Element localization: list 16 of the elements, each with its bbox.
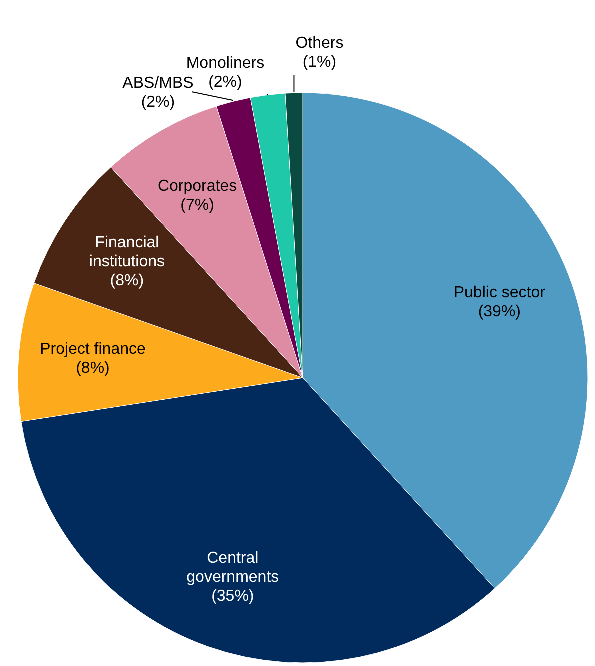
- data-label: (35%): [212, 588, 254, 605]
- slice-label: Public sector: [454, 284, 546, 302]
- data-label: (7%): [180, 196, 214, 214]
- slice-label: ABS/MBS: [122, 75, 194, 92]
- slice-label: Others: [296, 35, 344, 52]
- slice-label: Central governments: [186, 550, 280, 586]
- slice-label: Monoliners: [186, 55, 265, 72]
- slice-label: Project finance: [40, 341, 146, 358]
- data-label: (2%): [141, 94, 176, 111]
- data-label: (8%): [76, 360, 110, 378]
- data-label: (2%): [208, 74, 242, 91]
- data-label: (1%): [302, 54, 337, 71]
- data-label: (39%): [478, 303, 521, 320]
- data-label: (8%): [110, 272, 144, 290]
- slice-label: Corporates: [158, 178, 238, 195]
- slice-label: Financial institutions: [89, 234, 165, 271]
